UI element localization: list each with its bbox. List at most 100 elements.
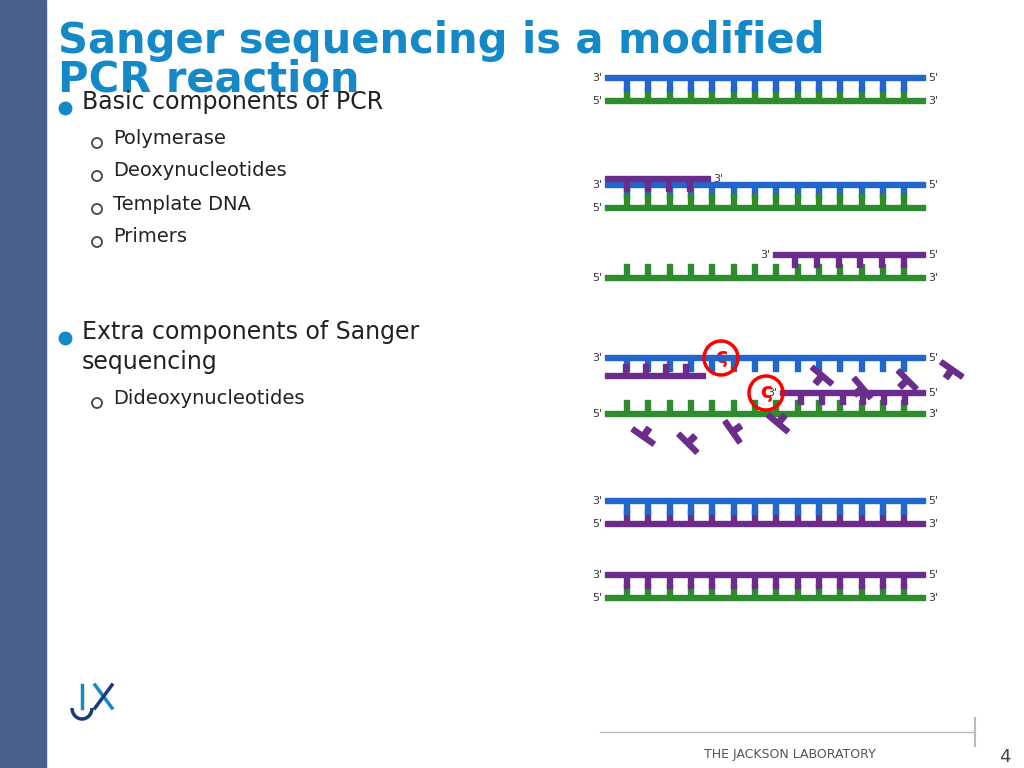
Bar	[667, 503, 672, 514]
Bar	[816, 577, 821, 588]
Bar	[773, 360, 778, 371]
Bar	[730, 360, 735, 371]
Bar	[858, 194, 863, 205]
Bar	[880, 264, 885, 275]
Bar	[730, 194, 735, 205]
Bar	[838, 577, 842, 588]
Text: Extra components of Sanger: Extra components of Sanger	[82, 320, 419, 344]
Text: Deoxynucleotides: Deoxynucleotides	[113, 161, 287, 180]
Bar	[710, 187, 714, 198]
Bar	[667, 187, 672, 198]
Bar	[880, 577, 885, 588]
Text: 3': 3'	[713, 174, 723, 184]
Bar	[688, 87, 693, 98]
Bar	[838, 87, 842, 98]
Bar	[857, 257, 862, 267]
Text: 5': 5'	[928, 570, 938, 580]
Text: 5': 5'	[928, 388, 938, 398]
Bar	[605, 176, 710, 181]
Bar	[901, 187, 906, 198]
Bar	[688, 187, 693, 198]
Bar	[901, 400, 906, 411]
Bar	[645, 87, 650, 98]
Bar	[605, 373, 705, 378]
Bar	[880, 400, 885, 411]
Bar	[730, 187, 735, 198]
Bar	[730, 87, 735, 98]
Bar	[858, 577, 863, 588]
Bar	[730, 577, 735, 588]
Bar	[880, 194, 885, 205]
Bar	[624, 510, 629, 521]
Bar	[730, 400, 735, 411]
Text: 3': 3'	[928, 273, 938, 283]
Bar	[666, 181, 671, 191]
Text: Template DNA: Template DNA	[113, 194, 251, 214]
Text: ς: ς	[715, 347, 727, 367]
Bar	[880, 510, 885, 521]
Bar	[858, 187, 863, 198]
Bar	[667, 360, 672, 371]
Bar	[773, 87, 778, 98]
Bar	[687, 434, 697, 444]
Bar	[816, 503, 821, 514]
Text: 3': 3'	[592, 73, 602, 83]
Bar	[814, 257, 819, 267]
Bar	[645, 187, 650, 198]
Bar	[940, 360, 964, 379]
Bar	[723, 420, 742, 444]
Bar	[838, 400, 842, 411]
Bar	[752, 80, 757, 91]
Text: 5': 5'	[928, 353, 938, 363]
Bar	[710, 87, 714, 98]
Bar	[605, 355, 925, 360]
Bar	[881, 395, 886, 404]
Bar	[645, 360, 650, 371]
Bar	[752, 503, 757, 514]
Text: 5': 5'	[928, 180, 938, 190]
Bar	[795, 194, 800, 205]
Bar	[838, 510, 842, 521]
Bar	[752, 87, 757, 98]
Bar	[816, 80, 821, 91]
Bar	[644, 181, 649, 191]
Text: Primers: Primers	[113, 227, 187, 247]
Bar	[860, 395, 865, 404]
Bar	[605, 595, 925, 600]
Bar	[879, 257, 884, 267]
Bar	[816, 264, 821, 275]
Bar	[902, 395, 907, 404]
Bar	[795, 577, 800, 588]
Bar	[901, 584, 906, 595]
Bar	[793, 257, 798, 267]
Bar	[730, 80, 735, 91]
Bar	[688, 80, 693, 91]
Bar	[667, 87, 672, 98]
Text: 4: 4	[999, 748, 1011, 766]
Bar	[795, 360, 800, 371]
Bar	[683, 364, 687, 373]
Bar	[901, 80, 906, 91]
Bar	[752, 577, 757, 588]
Text: sequencing: sequencing	[82, 350, 218, 374]
Bar	[880, 584, 885, 595]
Bar	[645, 510, 650, 521]
Bar	[688, 360, 693, 371]
Bar	[773, 80, 778, 91]
Bar	[838, 80, 842, 91]
Bar	[642, 364, 647, 373]
Bar	[605, 205, 925, 210]
Bar	[799, 395, 803, 404]
Text: 5': 5'	[592, 593, 602, 603]
Bar	[688, 400, 693, 411]
Bar	[624, 584, 629, 595]
Bar	[901, 194, 906, 205]
Bar	[795, 584, 800, 595]
Text: 5': 5'	[928, 496, 938, 506]
Bar	[880, 360, 885, 371]
Bar	[752, 187, 757, 198]
Bar	[645, 577, 650, 588]
Bar	[667, 194, 672, 205]
Bar	[813, 375, 823, 386]
Bar	[710, 510, 714, 521]
